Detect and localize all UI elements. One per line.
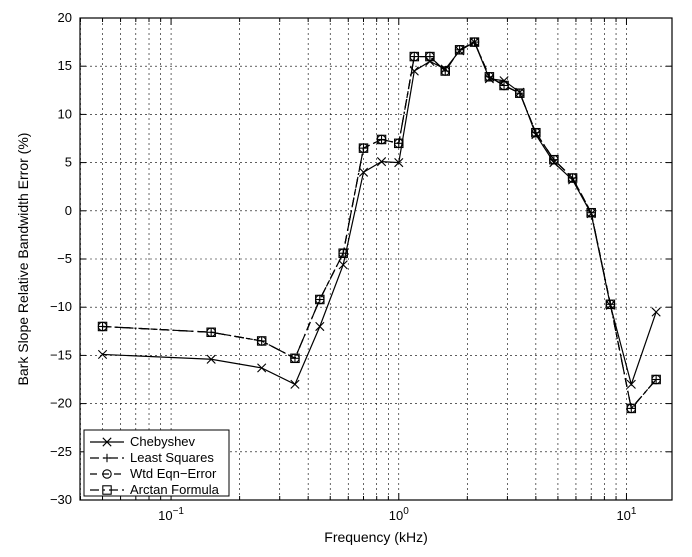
y-axis-label: Bark Slope Relative Bandwidth Error (%) <box>15 133 31 386</box>
y-tick-label: 5 <box>65 155 72 170</box>
legend-label: Wtd Eqn−Error <box>130 466 217 481</box>
x-tick-label: 100 <box>389 506 409 523</box>
legend-label: Chebyshev <box>130 434 196 449</box>
series-line <box>103 42 657 408</box>
y-tick-label: −30 <box>50 492 72 507</box>
legend: ChebyshevLeast SquaresWtd Eqn−ErrorArcta… <box>84 430 229 497</box>
y-tick-label: −10 <box>50 299 72 314</box>
x-tick-label: 10−1 <box>158 506 184 523</box>
legend-label: Least Squares <box>130 450 214 465</box>
series-line <box>103 42 657 408</box>
y-tick-label: −15 <box>50 347 72 362</box>
y-tick-label: −5 <box>57 251 72 266</box>
y-tick-label: 20 <box>58 10 72 25</box>
y-tick-label: 0 <box>65 203 72 218</box>
x-tick-label: 101 <box>616 506 636 523</box>
chart-container: −30 −25 −20 −15 −10 −5 0 5 10 15 20 10−1 100 101 Frequ… <box>0 0 692 557</box>
legend-label: Arctan Formula <box>130 482 220 497</box>
chart-svg: −30 −25 −20 −15 −10 −5 0 5 10 15 20 10−1 100 101 Frequ… <box>0 0 692 557</box>
y-tick-label: 15 <box>58 58 72 73</box>
y-tick-label: −25 <box>50 444 72 459</box>
x-axis-label: Frequency (kHz) <box>324 529 427 545</box>
y-tick-label: 10 <box>58 106 72 121</box>
series-line <box>103 42 657 408</box>
series-line <box>103 42 657 384</box>
y-tick-label: −20 <box>50 396 72 411</box>
